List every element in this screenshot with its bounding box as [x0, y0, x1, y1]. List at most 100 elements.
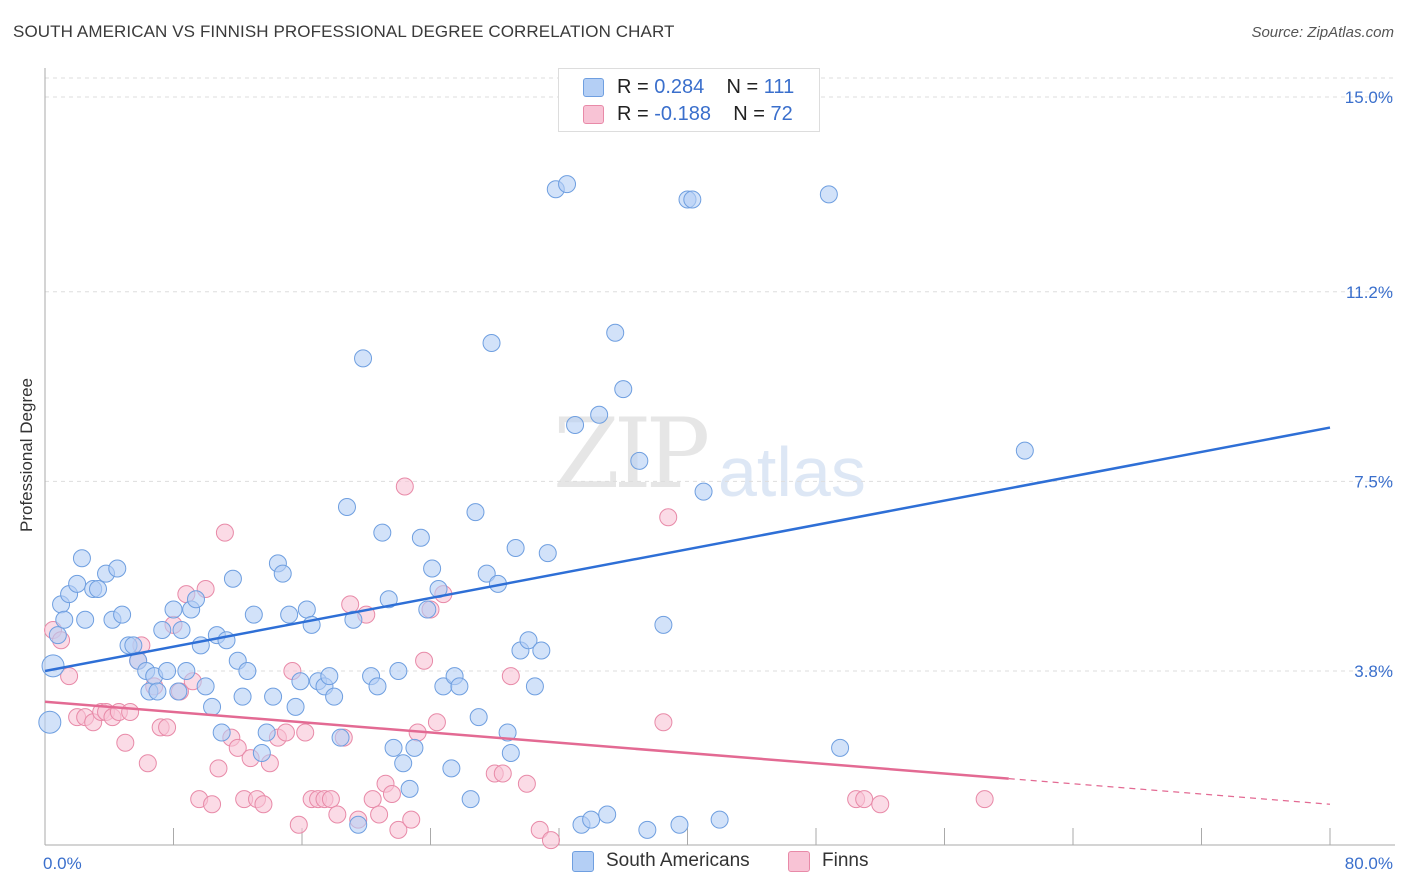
legend-r-text: R = 0.284 N = 111 — [617, 76, 794, 99]
legend-item-south-americans[interactable]: South Americans — [572, 850, 750, 872]
legend-r-value: -0.188 — [654, 102, 711, 125]
x-tick-label: 0.0% — [43, 854, 82, 873]
south-americans-point — [196, 677, 215, 696]
south-americans-point — [532, 641, 551, 660]
y-tick-label: 7.5% — [1354, 472, 1393, 491]
finns-point — [121, 703, 140, 721]
south-americans-point — [48, 626, 67, 645]
legend-row-finns: R = -0.188 N = 72 — [583, 102, 793, 126]
y-tick-label: 15.0% — [1345, 88, 1393, 107]
south-americans-point — [223, 569, 242, 588]
legend-r-label: R = — [617, 102, 655, 125]
south-americans-point — [177, 662, 196, 680]
finns-point — [289, 815, 308, 834]
south-americans-point — [1015, 441, 1034, 460]
watermark-atlas: atlas — [718, 433, 866, 511]
south-americans-point — [203, 697, 222, 716]
finns-point — [395, 477, 414, 496]
finns-point — [158, 718, 177, 737]
south-americans-point — [598, 805, 617, 824]
south-americans-point — [373, 523, 392, 542]
south-americans-point — [38, 710, 62, 734]
south-americans-point — [72, 549, 91, 568]
south-americans-point — [558, 175, 577, 194]
finns-point — [501, 667, 520, 686]
south-americans-point — [244, 605, 263, 624]
south-americans-point — [212, 723, 231, 742]
finns-point — [382, 785, 401, 803]
south-americans-point — [461, 790, 480, 809]
south-americans-point — [172, 621, 191, 639]
south-americans-point — [411, 528, 430, 547]
south-americans-point — [450, 677, 469, 696]
source-label: Source: ZipAtlas.com — [1251, 24, 1394, 41]
finns-trendline-extension — [1008, 778, 1331, 805]
legend-n-value: 72 — [770, 102, 793, 125]
south-americans-point — [108, 559, 127, 578]
south-americans-point — [519, 631, 538, 650]
finns-point — [493, 764, 512, 783]
south-americans-point — [349, 815, 368, 834]
south-americans-point — [831, 738, 850, 757]
south-americans-point — [124, 636, 143, 655]
south-americans-point — [630, 451, 649, 470]
finns-point — [517, 774, 536, 793]
south-americans-point — [158, 662, 177, 680]
finns-point — [415, 651, 434, 670]
legend-label-finns: Finns — [822, 850, 869, 871]
chart-title: SOUTH AMERICAN VS FINNISH PROFESSIONAL D… — [13, 22, 675, 41]
x-tick-label: 80.0% — [1345, 854, 1393, 873]
finns-point — [254, 795, 273, 814]
south-americans-point — [566, 416, 585, 434]
south-americans-point — [291, 672, 310, 691]
south-americans-point — [538, 544, 557, 563]
south-americans-point — [466, 503, 485, 522]
south-americans-point — [76, 610, 95, 629]
finns-point — [228, 738, 247, 757]
south-americans-point — [654, 615, 673, 634]
south-americans-point — [257, 723, 276, 742]
south-americans-point — [325, 687, 344, 706]
legend-item-finns[interactable]: Finns — [788, 850, 868, 872]
finns-point — [116, 733, 135, 752]
south-americans-point — [252, 744, 271, 762]
finns-point — [321, 790, 340, 809]
south-americans-point — [368, 677, 387, 696]
finns-point — [654, 713, 673, 732]
finns-point — [855, 790, 874, 809]
south-americans-point — [186, 590, 205, 609]
south-americans-point — [394, 754, 413, 773]
south-americans-point — [694, 482, 713, 501]
finns-point — [341, 595, 360, 614]
stats-legend: R = 0.284 N = 111 R = -0.188 N = 72 — [558, 68, 820, 132]
series-legend: South Americans Finns — [0, 850, 1406, 878]
finns-point — [215, 523, 234, 542]
south-americans-point — [297, 600, 316, 619]
south-americans-point — [670, 815, 689, 834]
finns-point — [276, 723, 295, 742]
south-americans-point — [320, 667, 339, 686]
south-americans-point — [68, 574, 87, 593]
legend-swatch-pink — [788, 850, 810, 872]
south-americans-point — [344, 610, 363, 629]
south-americans-point — [482, 334, 501, 352]
legend-r-text: R = -0.188 N = 72 — [617, 103, 793, 126]
legend-n-value: 111 — [763, 75, 795, 98]
south-americans-point — [286, 697, 305, 716]
south-americans-point — [606, 323, 625, 342]
south-americans-point — [423, 559, 442, 578]
south-americans-point — [331, 728, 350, 747]
south-americans-point — [379, 590, 398, 609]
south-americans-point — [169, 682, 188, 701]
south-americans-point — [442, 759, 461, 778]
south-americans-point — [506, 539, 525, 557]
south-americans-point — [238, 662, 257, 680]
south-americans-point — [710, 810, 729, 829]
legend-label-south-americans: South Americans — [606, 850, 750, 871]
south-americans-point — [89, 580, 108, 598]
south-americans-point — [400, 779, 419, 798]
south-americans-point — [55, 610, 74, 629]
finns-point — [138, 754, 157, 773]
south-americans-point — [614, 380, 633, 399]
legend-n-label: N = — [726, 75, 764, 98]
